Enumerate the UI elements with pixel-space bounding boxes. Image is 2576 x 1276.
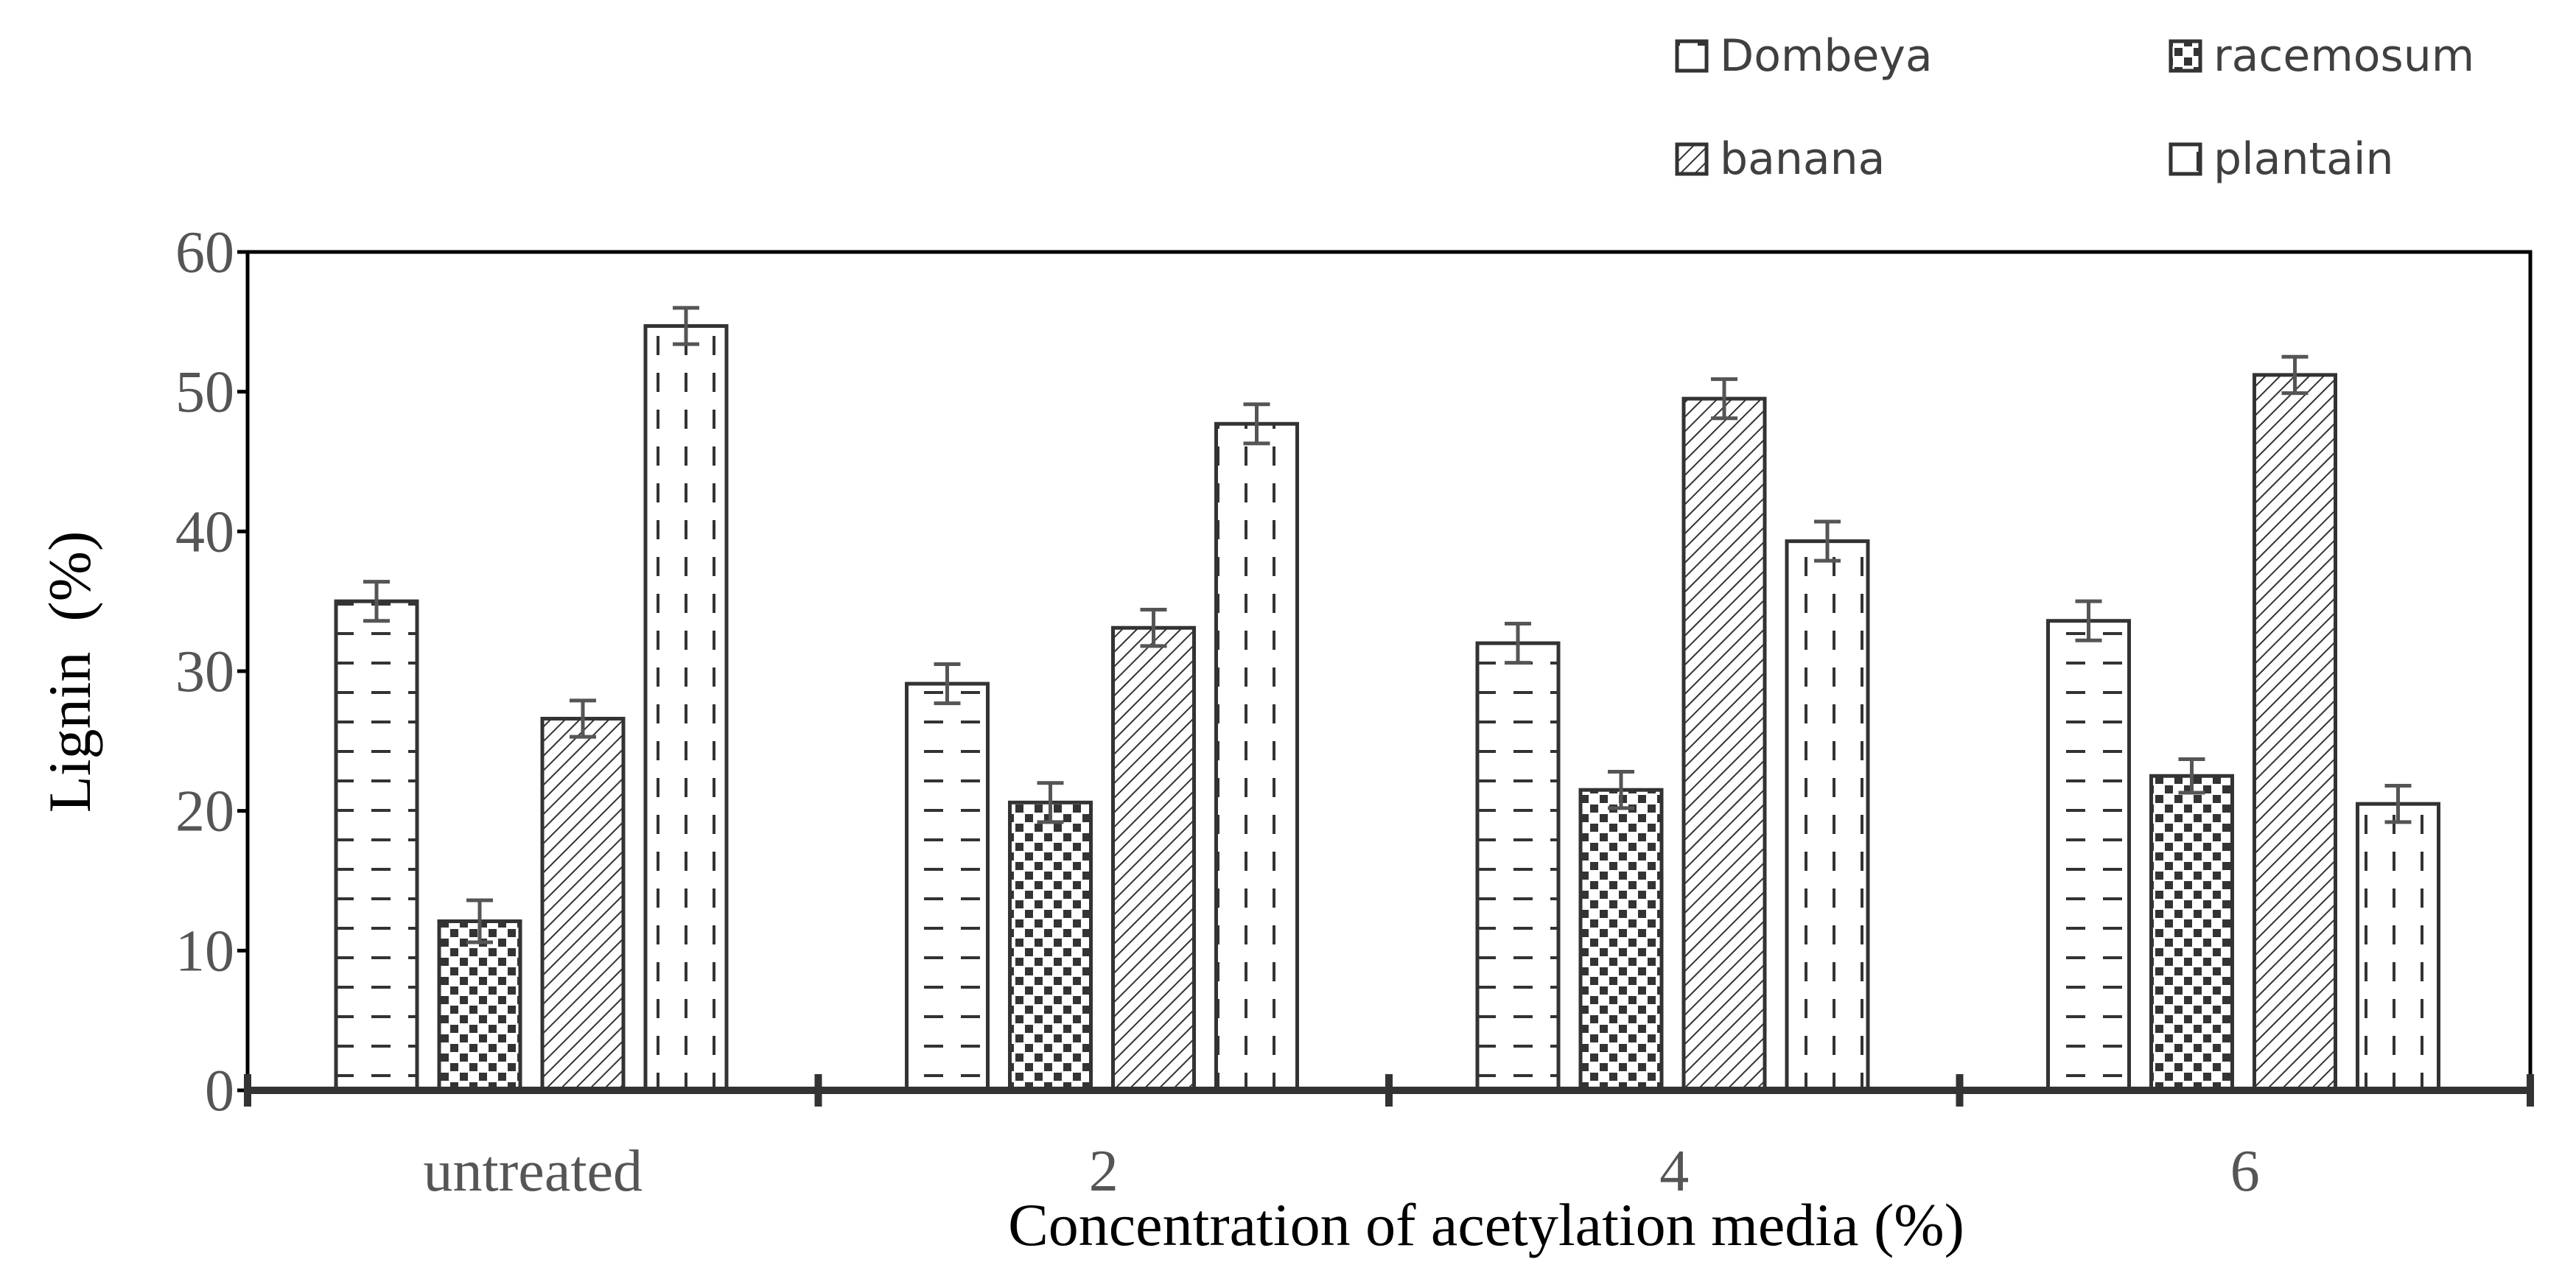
bar-dombeya-6[interactable] [2046,619,2131,1093]
x-tick-label: 2 [1089,1139,1119,1204]
y-axis-title: Lignin (%) [36,531,103,813]
bar-plantain-4[interactable] [1785,539,1870,1093]
bar-plantain-2[interactable] [1214,421,1299,1093]
bar-dombeya-4[interactable] [1475,641,1561,1093]
bar-racemosum-6[interactable] [2149,774,2234,1093]
x-tick-label: untreated [423,1139,643,1204]
bar-dombeya-untreated[interactable] [334,599,419,1093]
legend-swatch-banana [1675,142,1709,176]
y-axis: 0 10 20 30 40 50 60 [175,220,248,1123]
bar-banana-untreated[interactable] [540,716,626,1093]
y-tick-label: 30 [175,639,234,704]
y-tick-label: 20 [175,779,234,844]
x-axis-title: Concentration of acetylation media (%) [1008,1191,1964,1258]
x-tick-label: 4 [1659,1139,1689,1204]
legend-swatch-dombeya [1675,39,1709,73]
legend-label-racemosum: racemosum [2213,30,2474,82]
bar-plantain-6[interactable] [2356,802,2440,1093]
y-tick-label: 60 [175,220,234,285]
bar-racemosum-2[interactable] [1008,800,1093,1093]
y-tick-label: 0 [205,1059,234,1123]
bar-dombeya-2[interactable] [905,681,990,1093]
legend-item-racemosum[interactable]: racemosum [2169,30,2474,82]
legend-label-dombeya: Dombeya [1720,30,1933,82]
x-tick-label: 6 [2230,1139,2260,1204]
legend-item-banana[interactable]: banana [1675,133,1885,185]
legend-label-plantain: plantain [2213,133,2394,185]
y-tick-label: 10 [175,919,234,984]
legend-swatch-racemosum [2169,39,2202,73]
legend: Dombeya racemosum banana plantain [1675,30,2474,185]
legend-label-banana: banana [1720,133,1885,185]
bar-plantain-untreated[interactable] [643,324,729,1093]
legend-item-plantain[interactable]: plantain [2169,133,2394,185]
bars [334,306,2440,1093]
legend-item-dombeya[interactable]: Dombeya [1675,30,1933,82]
legend-swatch-plantain [2169,142,2202,176]
x-axis: untreated 2 4 6 [244,1074,2534,1204]
bar-banana-6[interactable] [2253,373,2337,1093]
bar-banana-2[interactable] [1111,625,1196,1093]
y-tick-label: 40 [175,499,234,564]
y-tick-label: 50 [175,360,234,425]
bar-racemosum-untreated[interactable] [437,919,522,1093]
bar-banana-4[interactable] [1681,396,1767,1093]
bar-racemosum-4[interactable] [1578,788,1664,1093]
